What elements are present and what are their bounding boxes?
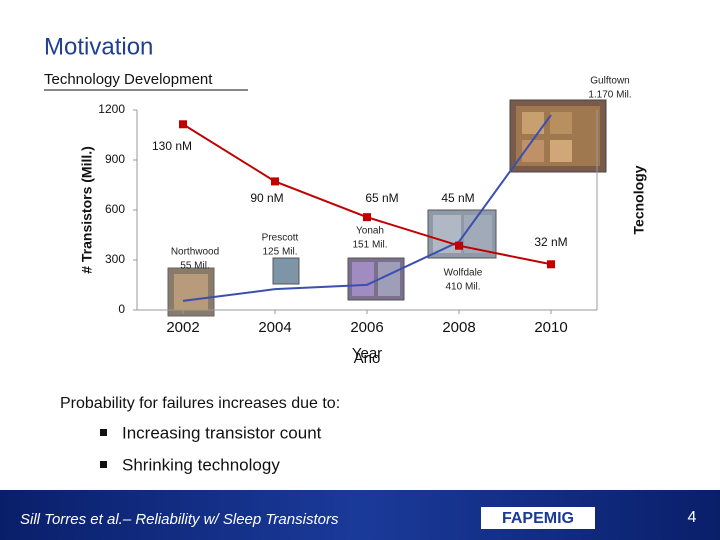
logo-box (481, 507, 595, 529)
page-number: 4 (688, 509, 697, 526)
y-tick-label: 900 (105, 152, 125, 166)
intro-text: Probability for failures increases due t… (60, 395, 340, 412)
y-tick-label: 300 (105, 252, 125, 266)
data-label: 45 nM (441, 191, 474, 205)
x-axis-title-overlap: Ano (354, 350, 381, 367)
data-label: 55 Mil. (180, 261, 209, 272)
line-marker (179, 120, 187, 129)
data-label: 1.170 Mil. (588, 90, 631, 101)
x-tick-label: 2010 (534, 319, 567, 336)
slide-title: Motivation (44, 33, 153, 60)
y-tick-label: 600 (105, 202, 125, 216)
x-tick-label: 2002 (166, 319, 199, 336)
data-label: 410 Mil. (445, 282, 480, 293)
footer-bar (0, 490, 720, 540)
y2-axis-title: Tecnology (631, 165, 647, 234)
point-name: Gulftown (590, 76, 629, 87)
bullet: Increasing transistor count (122, 423, 322, 442)
line-marker (455, 241, 463, 250)
footer-text: Sill Torres et al.– Reliability w/ Sleep… (20, 511, 339, 528)
point-name: Prescott (262, 233, 299, 244)
logo: FAPEMIG (502, 510, 574, 527)
chart: 0 300 600 900 1200 2002 2004 2006 2008 2010 YearAn… (79, 76, 647, 367)
y-axis-title: # Transistors (Mill.) (79, 146, 95, 274)
chart-subtitle: Technology Development (44, 71, 213, 88)
x-tick-label: 2006 (350, 319, 383, 336)
bullet-marker (100, 461, 107, 468)
line-marker (271, 177, 279, 186)
y-tick-label: 0 (118, 302, 125, 316)
data-label: 32 nM (534, 235, 567, 249)
data-label: 151 Mil. (352, 240, 387, 251)
data-label: 90 nM (250, 191, 283, 205)
data-label: 130 nM (152, 139, 192, 153)
bullet-marker (100, 429, 107, 436)
x-tick-label: 2008 (442, 319, 475, 336)
line-marker (547, 260, 555, 269)
line-marker (363, 213, 371, 222)
data-label: 125 Mil. (262, 247, 297, 258)
chip-images (167, 99, 607, 317)
point-name: Wolfdale (444, 268, 483, 279)
series-line (182, 114, 552, 302)
x-tick-label: 2004 (258, 319, 291, 336)
point-name: Yonah (356, 226, 384, 237)
point-name: Northwood (171, 247, 219, 258)
bullet: Shrinking technology (122, 455, 280, 474)
data-label: 65 nM (365, 191, 398, 205)
x-axis-title: Year (352, 345, 382, 362)
y-tick-label: 1200 (98, 102, 125, 116)
